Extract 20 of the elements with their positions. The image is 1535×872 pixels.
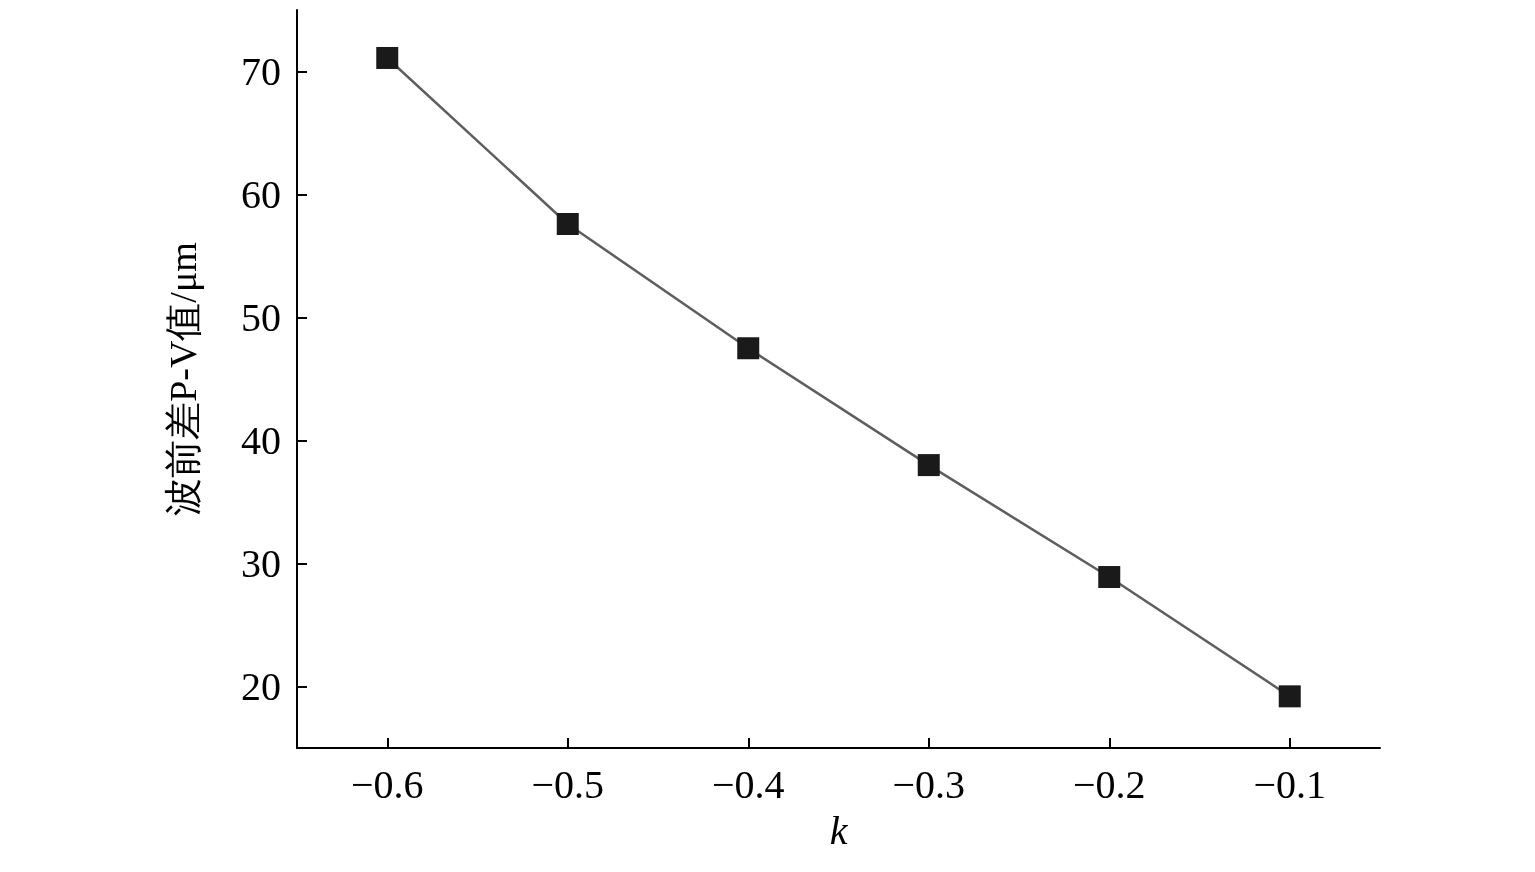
- y-tick-label: 50: [241, 295, 281, 340]
- x-tick-label: −0.6: [350, 761, 424, 807]
- x-axis-title: k: [829, 807, 849, 853]
- x-tick-label: −0.5: [531, 761, 605, 807]
- x-tick-label: −0.4: [711, 761, 785, 807]
- x-tick-label: −0.3: [892, 761, 966, 807]
- point: [737, 337, 760, 360]
- point: [376, 46, 399, 69]
- y-tick-label: 20: [241, 664, 281, 709]
- y-tick-label: 30: [241, 541, 281, 586]
- y-tick-label: 70: [241, 49, 281, 94]
- point: [556, 213, 579, 236]
- y-tick-label: 40: [241, 418, 281, 463]
- point: [1278, 685, 1301, 708]
- point: [1098, 566, 1121, 589]
- y-axis-title: 波前差P-V值/μm: [162, 242, 204, 516]
- y-tick-label: 60: [241, 172, 281, 217]
- x-tick-label: −0.1: [1253, 761, 1327, 807]
- point: [917, 454, 940, 477]
- x-tick-label: −0.2: [1072, 761, 1146, 807]
